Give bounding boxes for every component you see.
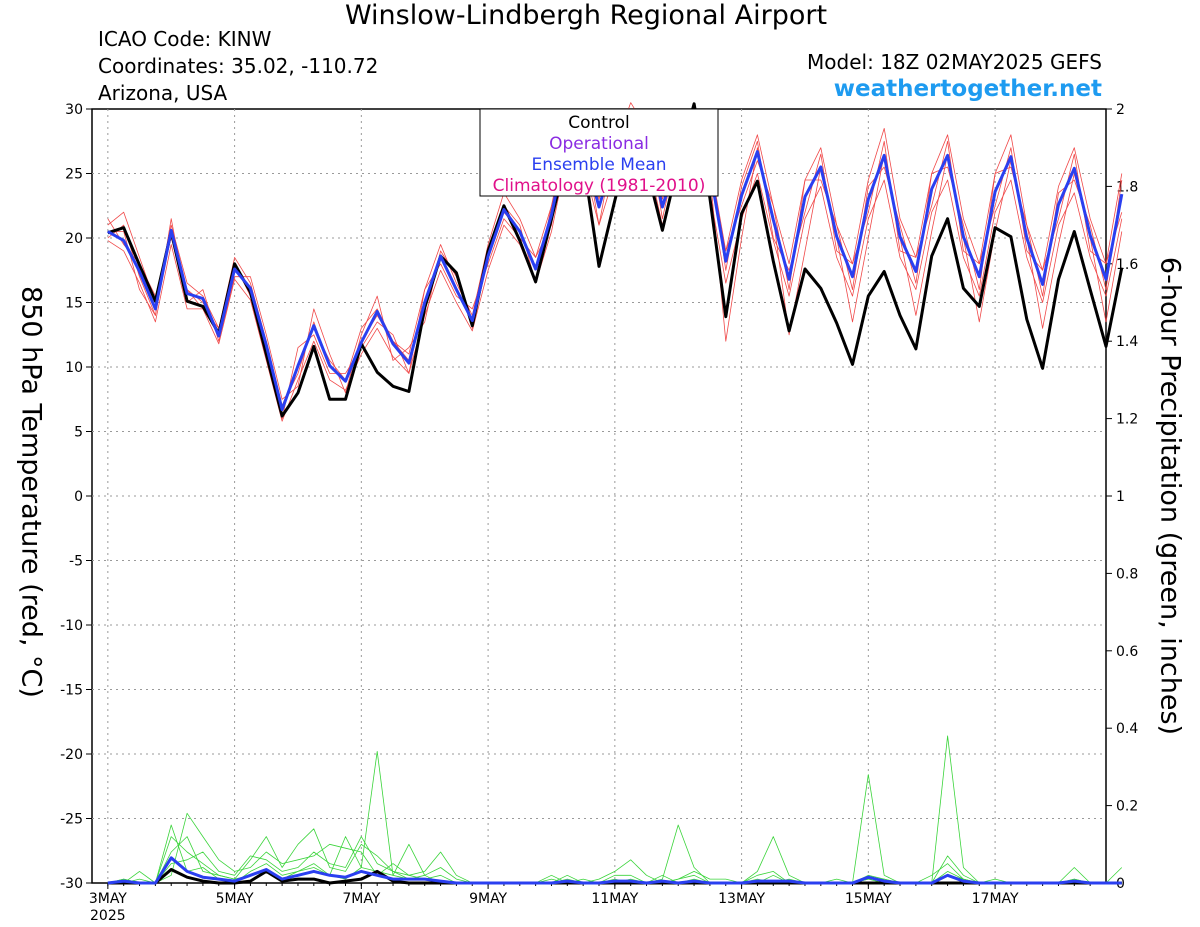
- location-label: Arizona, USA: [98, 81, 228, 105]
- y-right-tick-label: 1: [1116, 489, 1125, 505]
- temp-control-line: [107, 102, 1124, 418]
- site-link[interactable]: weathertogether.net: [833, 76, 1102, 102]
- icao-code-label: ICAO Code: KINW: [98, 27, 272, 51]
- x-tick-label: 13MAY: [718, 891, 765, 907]
- chart-title: Winslow-Lindbergh Regional Airport: [344, 0, 828, 31]
- y-left-tick-label: -25: [60, 812, 83, 828]
- model-label: Model: 18Z 02MAY2025 GEFS: [807, 50, 1102, 74]
- y-left-tick-label: -10: [60, 618, 83, 634]
- y-left-tick-label: 25: [65, 167, 83, 183]
- y-right-tick-label: 2: [1116, 102, 1125, 118]
- series: [107, 102, 1124, 885]
- legend-box: [479, 108, 719, 197]
- x-tick-label: 5MAY: [216, 891, 254, 907]
- y-right-tick-label: 1.4: [1116, 334, 1138, 350]
- legend-entry: Control: [568, 113, 629, 133]
- legend-entry: Ensemble Mean: [531, 155, 666, 175]
- precip-control-line: [107, 868, 1122, 885]
- y-right-tick-label: 1.6: [1116, 257, 1138, 273]
- y-left-tick-label: 30: [65, 102, 83, 118]
- x-tick-label: 3MAY: [89, 891, 127, 907]
- x-tick-label: 11MAY: [591, 891, 638, 907]
- y-left-tick-label: -5: [69, 554, 83, 570]
- y-left-tick-label: 10: [65, 360, 83, 376]
- x-tick-label: 7MAY: [342, 891, 380, 907]
- legend: Control Operational Ensemble Mean Climat…: [479, 108, 719, 197]
- x-tick-sublabel: 2025: [90, 908, 126, 924]
- coordinates-label: Coordinates: 35.02, -110.72: [98, 54, 379, 78]
- x-tick-label: 15MAY: [845, 891, 892, 907]
- y-left-tick-label: -15: [60, 683, 83, 699]
- legend-entry: Climatology (1981-2010): [493, 176, 706, 196]
- y-right-tick-label: 0.2: [1116, 799, 1138, 815]
- y-left-tick-label: 15: [65, 296, 83, 312]
- precip-member-line: [107, 774, 1122, 884]
- y-left-tick-label: -30: [60, 876, 83, 892]
- y-right-tick-label: 0.6: [1116, 644, 1138, 660]
- y-right-tick-label: 1.2: [1116, 412, 1138, 428]
- y-left-tick-label: 20: [65, 231, 83, 247]
- precip-mean-line: [107, 856, 1122, 885]
- y-left-tick-label: 5: [74, 425, 83, 441]
- x-tick-label: 9MAY: [469, 891, 507, 907]
- gridlines: [92, 109, 1106, 883]
- y-left-tick-label: 0: [74, 489, 83, 505]
- x-tick-label: 17MAY: [972, 891, 1019, 907]
- y-right-tick-label: 0.4: [1116, 721, 1138, 737]
- y-left-tick-label: -20: [60, 747, 83, 763]
- legend-entry: Operational: [549, 134, 649, 154]
- precip-member-line: [107, 824, 1122, 884]
- y-right-tick-label: 0.8: [1116, 566, 1138, 582]
